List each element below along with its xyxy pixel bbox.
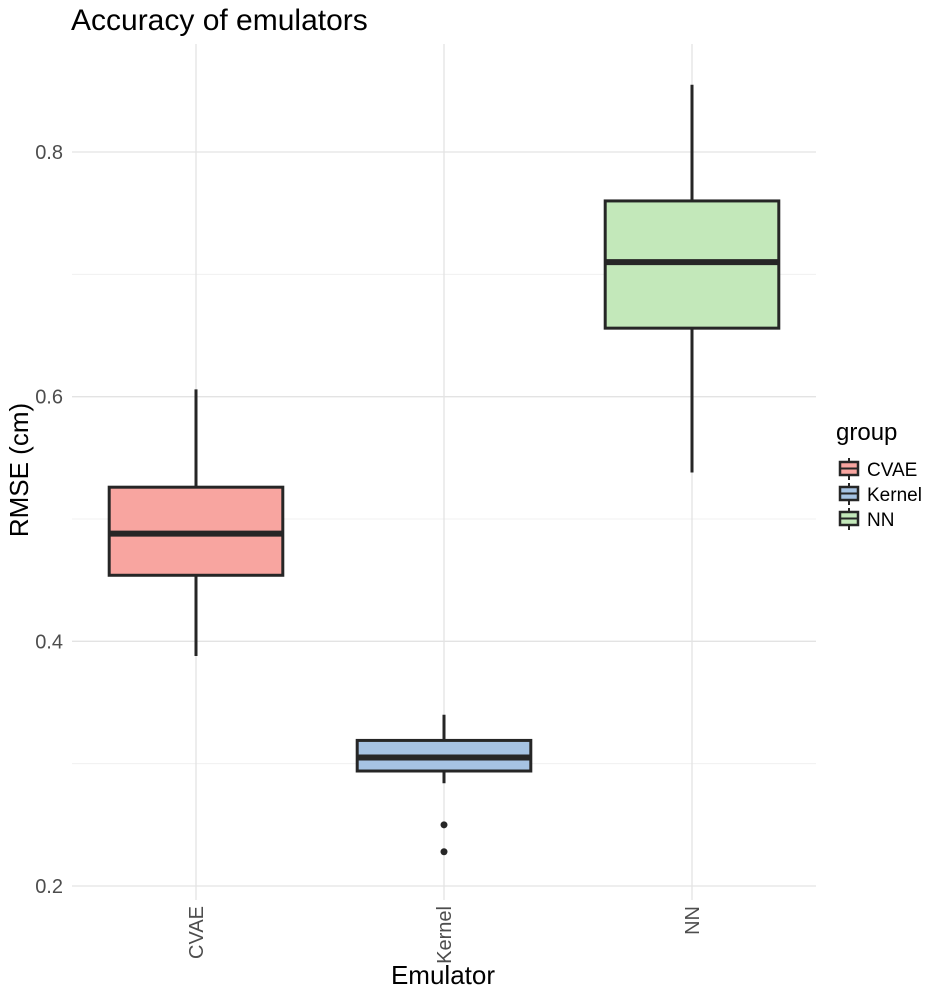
legend-key-cvae: [838, 458, 860, 480]
legend-key-kernel: [838, 483, 860, 505]
x-tick-label: CVAE: [186, 906, 208, 959]
y-axis-title: RMSE (cm): [4, 403, 34, 537]
x-tick-label: NN: [682, 906, 704, 935]
y-tick-label: 0.4: [35, 631, 63, 653]
box-nn: [603, 84, 781, 473]
axes: 0.2 0.4 0.6 0.8 CVAE Kernel NN: [35, 142, 704, 964]
legend-title: group: [836, 419, 897, 446]
y-tick-label: 0.2: [35, 876, 63, 898]
legend-key-nn: [838, 508, 860, 530]
legend-label: NN: [867, 510, 894, 531]
x-axis-title: Emulator: [391, 960, 495, 990]
y-tick-label: 0.8: [35, 142, 63, 164]
outlier-point: [440, 848, 448, 856]
legend-label: Kernel: [867, 485, 922, 506]
x-tick-label: Kernel: [434, 906, 456, 964]
legend-label: CVAE: [867, 460, 917, 481]
chart-title: Accuracy of emulators: [71, 4, 368, 37]
box-kernel: [355, 714, 533, 856]
box-cvae: [107, 389, 285, 657]
boxes: [107, 84, 781, 856]
legend: group CVAE Kernel NN: [836, 419, 922, 531]
outlier-point: [440, 821, 448, 829]
y-tick-label: 0.6: [35, 387, 63, 409]
